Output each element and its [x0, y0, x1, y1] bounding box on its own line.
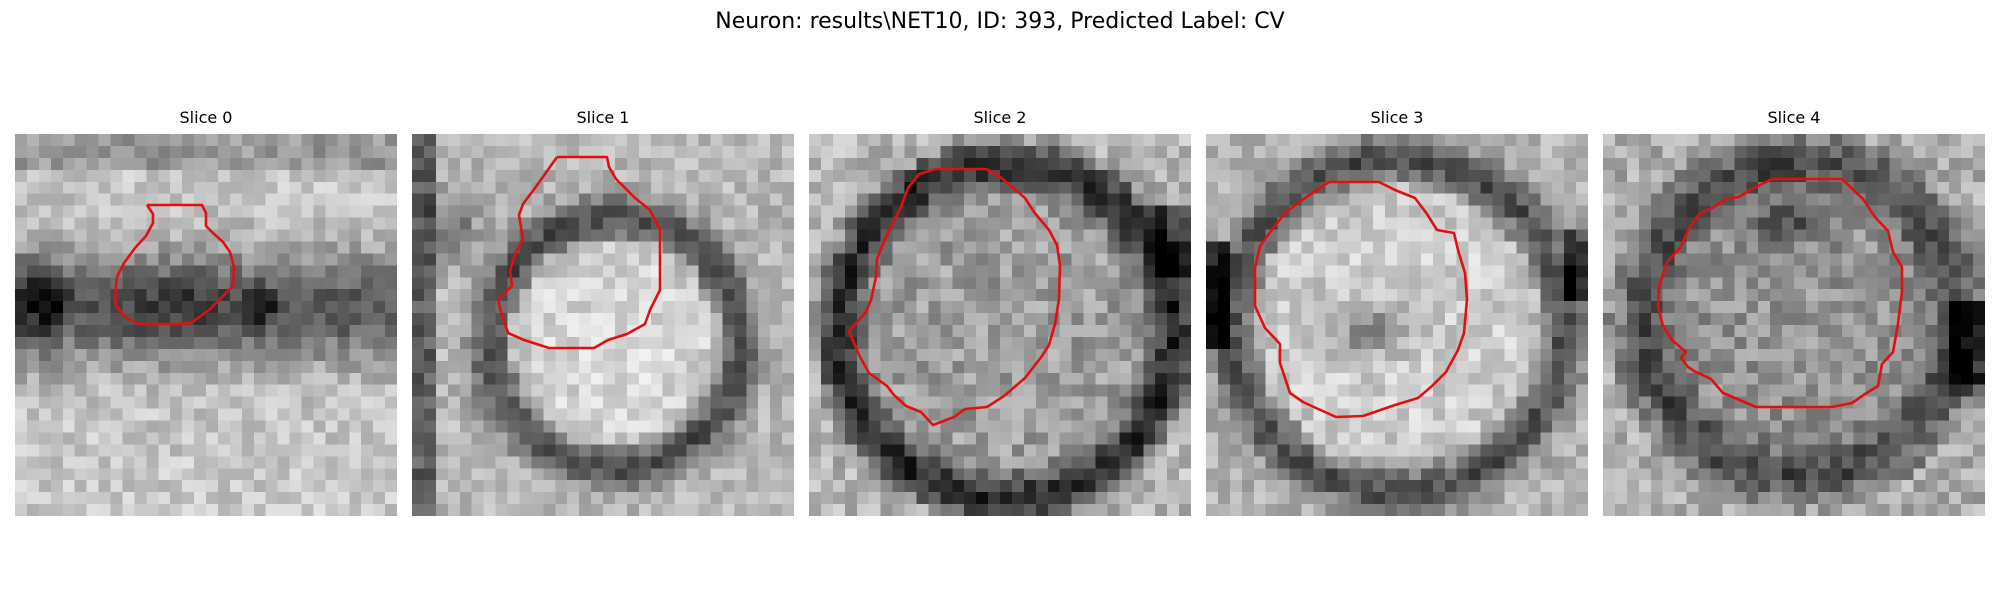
pixel-grid [1603, 134, 1985, 516]
pixel-grid [809, 134, 1191, 516]
segmentation-contour [1656, 177, 1904, 409]
slice-panel-0: Slice 0 [15, 108, 397, 516]
slice-image-svg [1206, 134, 1588, 516]
slice-panel-1: Slice 1 [412, 108, 794, 516]
slice-image [809, 134, 1191, 516]
slice-panel-3: Slice 3 [1206, 108, 1588, 516]
slice-panel-2: Slice 2 [809, 108, 1191, 516]
slice-image-svg [412, 134, 794, 516]
slice-title: Slice 2 [973, 108, 1027, 127]
figure-title: Neuron: results\NET10, ID: 393, Predicte… [715, 9, 1285, 34]
segmentation-contour [1253, 180, 1469, 419]
slice-image [1206, 134, 1588, 516]
slice-title: Slice 3 [1370, 108, 1424, 127]
segmentation-contour [847, 167, 1062, 427]
slice-image [1603, 134, 1985, 516]
slice-panel-4: Slice 4 [1603, 108, 1985, 516]
slice-title: Slice 1 [576, 108, 630, 127]
segmentation-contour [113, 203, 236, 326]
slice-image-svg [809, 134, 1191, 516]
pixel-grid [1206, 134, 1588, 516]
slice-image-svg [15, 134, 397, 516]
slice-image [412, 134, 794, 516]
segmentation-contour [496, 155, 662, 350]
slice-image-svg [1603, 134, 1985, 516]
slice-title: Slice 4 [1767, 108, 1821, 127]
pixel-grid [412, 134, 794, 516]
pixel-grid [15, 134, 397, 516]
slice-image [15, 134, 397, 516]
slice-title: Slice 0 [179, 108, 233, 127]
